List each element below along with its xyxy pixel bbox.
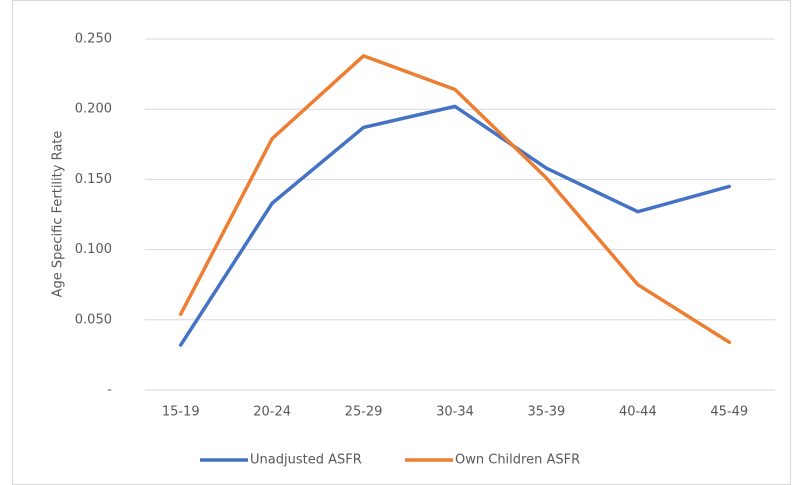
y-tick-label: 0.200 (75, 102, 112, 117)
legend-label: Own Children ASFR (455, 453, 580, 468)
x-tick-label: 25-29 (345, 405, 383, 420)
x-tick-label: 15-19 (162, 405, 200, 420)
x-tick-label: 30-34 (436, 405, 474, 420)
y-tick-label: 0.050 (75, 312, 112, 327)
series-line (178, 104, 732, 347)
x-tick-label: 20-24 (253, 405, 291, 420)
x-tick-label: 40-44 (619, 405, 657, 420)
x-tick-label: 45-49 (710, 405, 748, 420)
y-tick-label: 0.100 (75, 242, 112, 257)
y-tick-label: - (107, 383, 112, 398)
legend-label: Unadjusted ASFR (250, 453, 362, 468)
y-tick-label: 0.150 (75, 172, 112, 187)
chart-frame (12, 0, 791, 485)
y-tick-label: 0.250 (75, 32, 112, 47)
series-line (178, 54, 732, 345)
x-tick-label: 35-39 (528, 405, 566, 420)
y-axis-label: Age Specific Fertility Rate (51, 131, 66, 298)
